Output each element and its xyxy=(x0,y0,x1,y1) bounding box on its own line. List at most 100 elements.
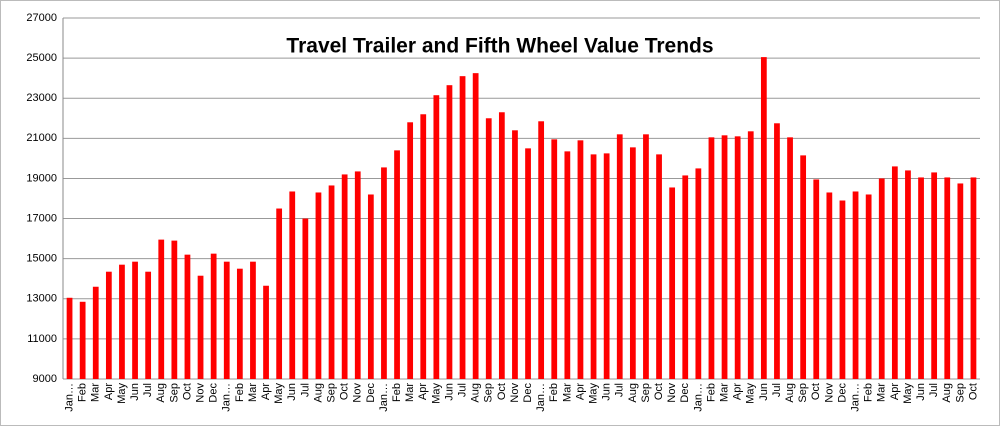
bar xyxy=(184,254,191,379)
y-tick-label: 25000 xyxy=(26,52,57,64)
bar xyxy=(695,168,702,379)
bar xyxy=(223,261,230,379)
y-tick-label: 23000 xyxy=(26,92,57,104)
x-tick-label: Sep xyxy=(640,383,652,403)
bar xyxy=(760,57,767,379)
x-tick-label: Nov xyxy=(823,383,835,403)
y-tick-label: 15000 xyxy=(26,253,57,265)
x-tick-label: Jan… xyxy=(221,383,233,412)
x-tick-label: Mar xyxy=(561,383,573,402)
x-tick-label: May xyxy=(902,383,914,404)
bar xyxy=(891,166,898,379)
bar xyxy=(132,261,138,379)
x-tick-label: Jun xyxy=(601,383,613,401)
x-tick-label: Jun xyxy=(443,383,455,401)
x-tick-label: Oct xyxy=(339,383,351,400)
bar xyxy=(852,191,859,379)
x-tick-label: Nov xyxy=(194,383,206,403)
bar xyxy=(957,183,964,379)
x-tick-label: Nov xyxy=(509,383,521,403)
x-tick-label: Jul xyxy=(614,383,626,397)
bar xyxy=(210,253,217,379)
bar xyxy=(931,172,938,379)
bar xyxy=(66,297,73,379)
x-tick-label: Jul xyxy=(299,383,311,397)
x-tick-label: May xyxy=(745,383,757,404)
x-tick-label: Dec xyxy=(522,383,534,403)
bar xyxy=(865,194,872,379)
x-tick-label: Dec xyxy=(679,383,691,403)
x-tick-label: Mar xyxy=(90,383,102,402)
bar xyxy=(564,151,571,379)
x-tick-label: Aug xyxy=(155,383,167,403)
bar xyxy=(197,275,204,379)
bar xyxy=(263,285,269,379)
bar xyxy=(289,191,296,379)
x-tick-label: Jan… xyxy=(63,383,75,412)
x-tick-label: Feb xyxy=(234,383,246,402)
bar xyxy=(603,153,610,379)
bar xyxy=(590,154,597,379)
bar xyxy=(381,167,387,379)
x-tick-label: Sep xyxy=(483,383,495,403)
x-tick-label: Feb xyxy=(705,383,717,402)
x-tick-label: Jul xyxy=(142,383,154,397)
x-tick-label: Apr xyxy=(889,383,901,400)
bar xyxy=(656,154,662,379)
bar xyxy=(276,208,283,379)
bar xyxy=(158,239,165,379)
x-tick-label: Nov xyxy=(352,383,364,403)
bar xyxy=(171,240,178,379)
chart-title: Travel Trailer and Fifth Wheel Value Tre… xyxy=(286,35,713,58)
bar xyxy=(354,171,361,379)
y-tick-label: 11000 xyxy=(27,333,57,345)
x-tick-label: May xyxy=(587,383,599,404)
bar xyxy=(420,114,427,380)
bar xyxy=(250,261,256,379)
x-tick-label: Feb xyxy=(77,383,89,402)
bar xyxy=(616,134,623,379)
bar xyxy=(721,135,728,379)
bar xyxy=(394,150,400,379)
x-tick-label: Mar xyxy=(247,383,259,402)
x-tick-label: Oct xyxy=(496,383,508,400)
x-tick-label: May xyxy=(430,383,442,404)
bar xyxy=(734,136,741,379)
x-tick-label: Nov xyxy=(666,383,678,403)
bar xyxy=(105,271,112,379)
y-tick-label: 13000 xyxy=(26,293,57,305)
bar xyxy=(551,139,558,379)
x-tick-label: Aug xyxy=(941,383,953,403)
x-tick-label: Apr xyxy=(732,383,744,400)
x-tick-label: Feb xyxy=(391,383,403,402)
bar xyxy=(459,76,466,380)
bar xyxy=(813,179,820,379)
bar xyxy=(800,155,807,379)
x-tick-label: Feb xyxy=(863,383,875,402)
x-tick-label: Oct xyxy=(653,383,665,400)
bar xyxy=(145,271,152,379)
y-tick-label: 19000 xyxy=(26,172,57,184)
bar xyxy=(407,122,414,380)
x-tick-label: Jun xyxy=(758,383,770,401)
x-tick-label: Dec xyxy=(365,383,377,403)
bar xyxy=(119,264,125,379)
bar xyxy=(341,174,348,379)
bar xyxy=(79,301,86,379)
x-tick-label: May xyxy=(116,383,128,404)
x-tick-label: Jun xyxy=(129,383,141,401)
bar xyxy=(682,175,689,379)
bar xyxy=(485,118,492,380)
bar xyxy=(826,192,833,379)
x-tick-label: Apr xyxy=(260,383,272,400)
x-tick-label: Aug xyxy=(784,383,796,403)
bar xyxy=(315,192,322,379)
x-tick-label: Jun xyxy=(286,383,298,401)
x-tick-label: Oct xyxy=(181,383,193,400)
x-tick-label: Sep xyxy=(954,383,966,403)
x-tick-label: Apr xyxy=(574,383,586,400)
y-tick-label: 27000 xyxy=(26,12,57,24)
bar xyxy=(538,121,545,380)
